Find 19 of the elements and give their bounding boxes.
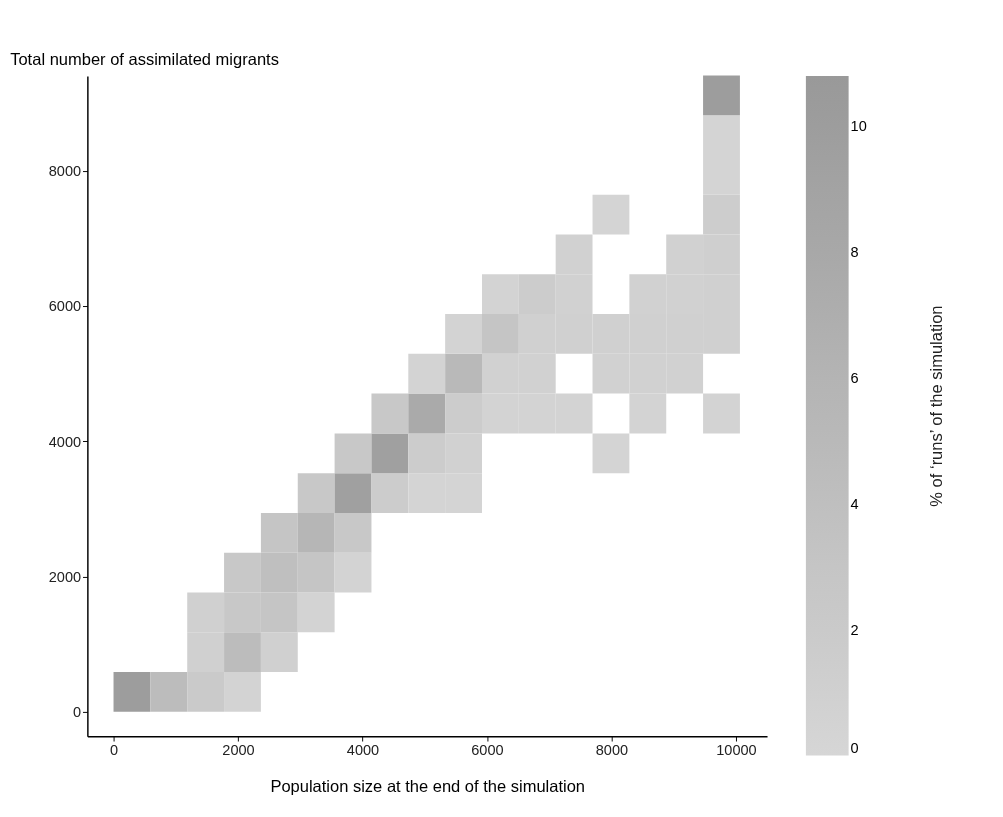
color-bar-label: 8 (850, 244, 859, 260)
color-bar-label: 2 (850, 621, 859, 638)
y-tick-label: 2000 (48, 568, 82, 585)
color-bar-label: 4 (850, 495, 859, 512)
y-tick-label: 4000 (48, 433, 82, 450)
x-tick-label: 2000 (222, 742, 255, 759)
y-tick-label: 8000 (48, 162, 82, 179)
color-bar-label: 10 (850, 118, 867, 135)
color-bar-label: 6 (850, 369, 859, 386)
x-tick-label: 10000 (716, 742, 757, 759)
x-axis-title: Population size at the end of the simulation (270, 777, 586, 796)
x-tick-label: 8000 (595, 742, 629, 759)
x-tick-label: 6000 (471, 742, 504, 759)
y-axis-title: Total number of assimilated migrants (10, 49, 279, 68)
x-tick-label: 4000 (346, 742, 380, 759)
y-tick-label: 6000 (48, 298, 82, 315)
color-bar-title: % of ‘runs’ of the simulation (926, 305, 945, 507)
y-tick-label: 0 (72, 704, 82, 721)
x-tick-label: 0 (109, 742, 119, 759)
